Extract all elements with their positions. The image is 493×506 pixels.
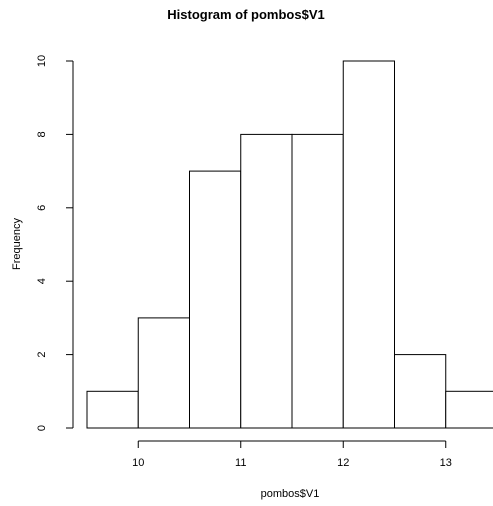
histogram-bar bbox=[86, 390, 139, 429]
x-axis-label: pombos$V1 bbox=[261, 488, 320, 500]
y-tick-label: 10 bbox=[36, 55, 48, 67]
y-tick-label: 8 bbox=[36, 131, 48, 137]
y-tick-label: 6 bbox=[36, 205, 48, 211]
y-axis-label: Frequency bbox=[11, 218, 23, 270]
histogram-bar bbox=[342, 60, 395, 429]
x-tick-label: 11 bbox=[235, 457, 246, 469]
bars-group bbox=[86, 60, 493, 429]
chart-title: Histogram of pombos$V1 bbox=[167, 7, 324, 22]
x-tick-label: 12 bbox=[337, 457, 349, 469]
x-axis: 10 11 12 13 bbox=[132, 440, 452, 469]
histogram-bar bbox=[189, 170, 242, 429]
y-tick-label: 2 bbox=[36, 352, 48, 358]
x-tick-label: 10 bbox=[132, 457, 144, 469]
histogram-bar bbox=[137, 317, 190, 429]
y-axis: 0 2 4 6 8 10 bbox=[36, 55, 74, 431]
histogram-bar bbox=[291, 133, 344, 429]
y-tick-label: 0 bbox=[36, 425, 48, 431]
histogram-bar bbox=[394, 354, 447, 429]
histogram-bar bbox=[240, 133, 293, 429]
x-tick-label: 13 bbox=[440, 457, 452, 469]
histogram-bar bbox=[445, 390, 493, 429]
y-tick-label: 4 bbox=[36, 278, 48, 284]
